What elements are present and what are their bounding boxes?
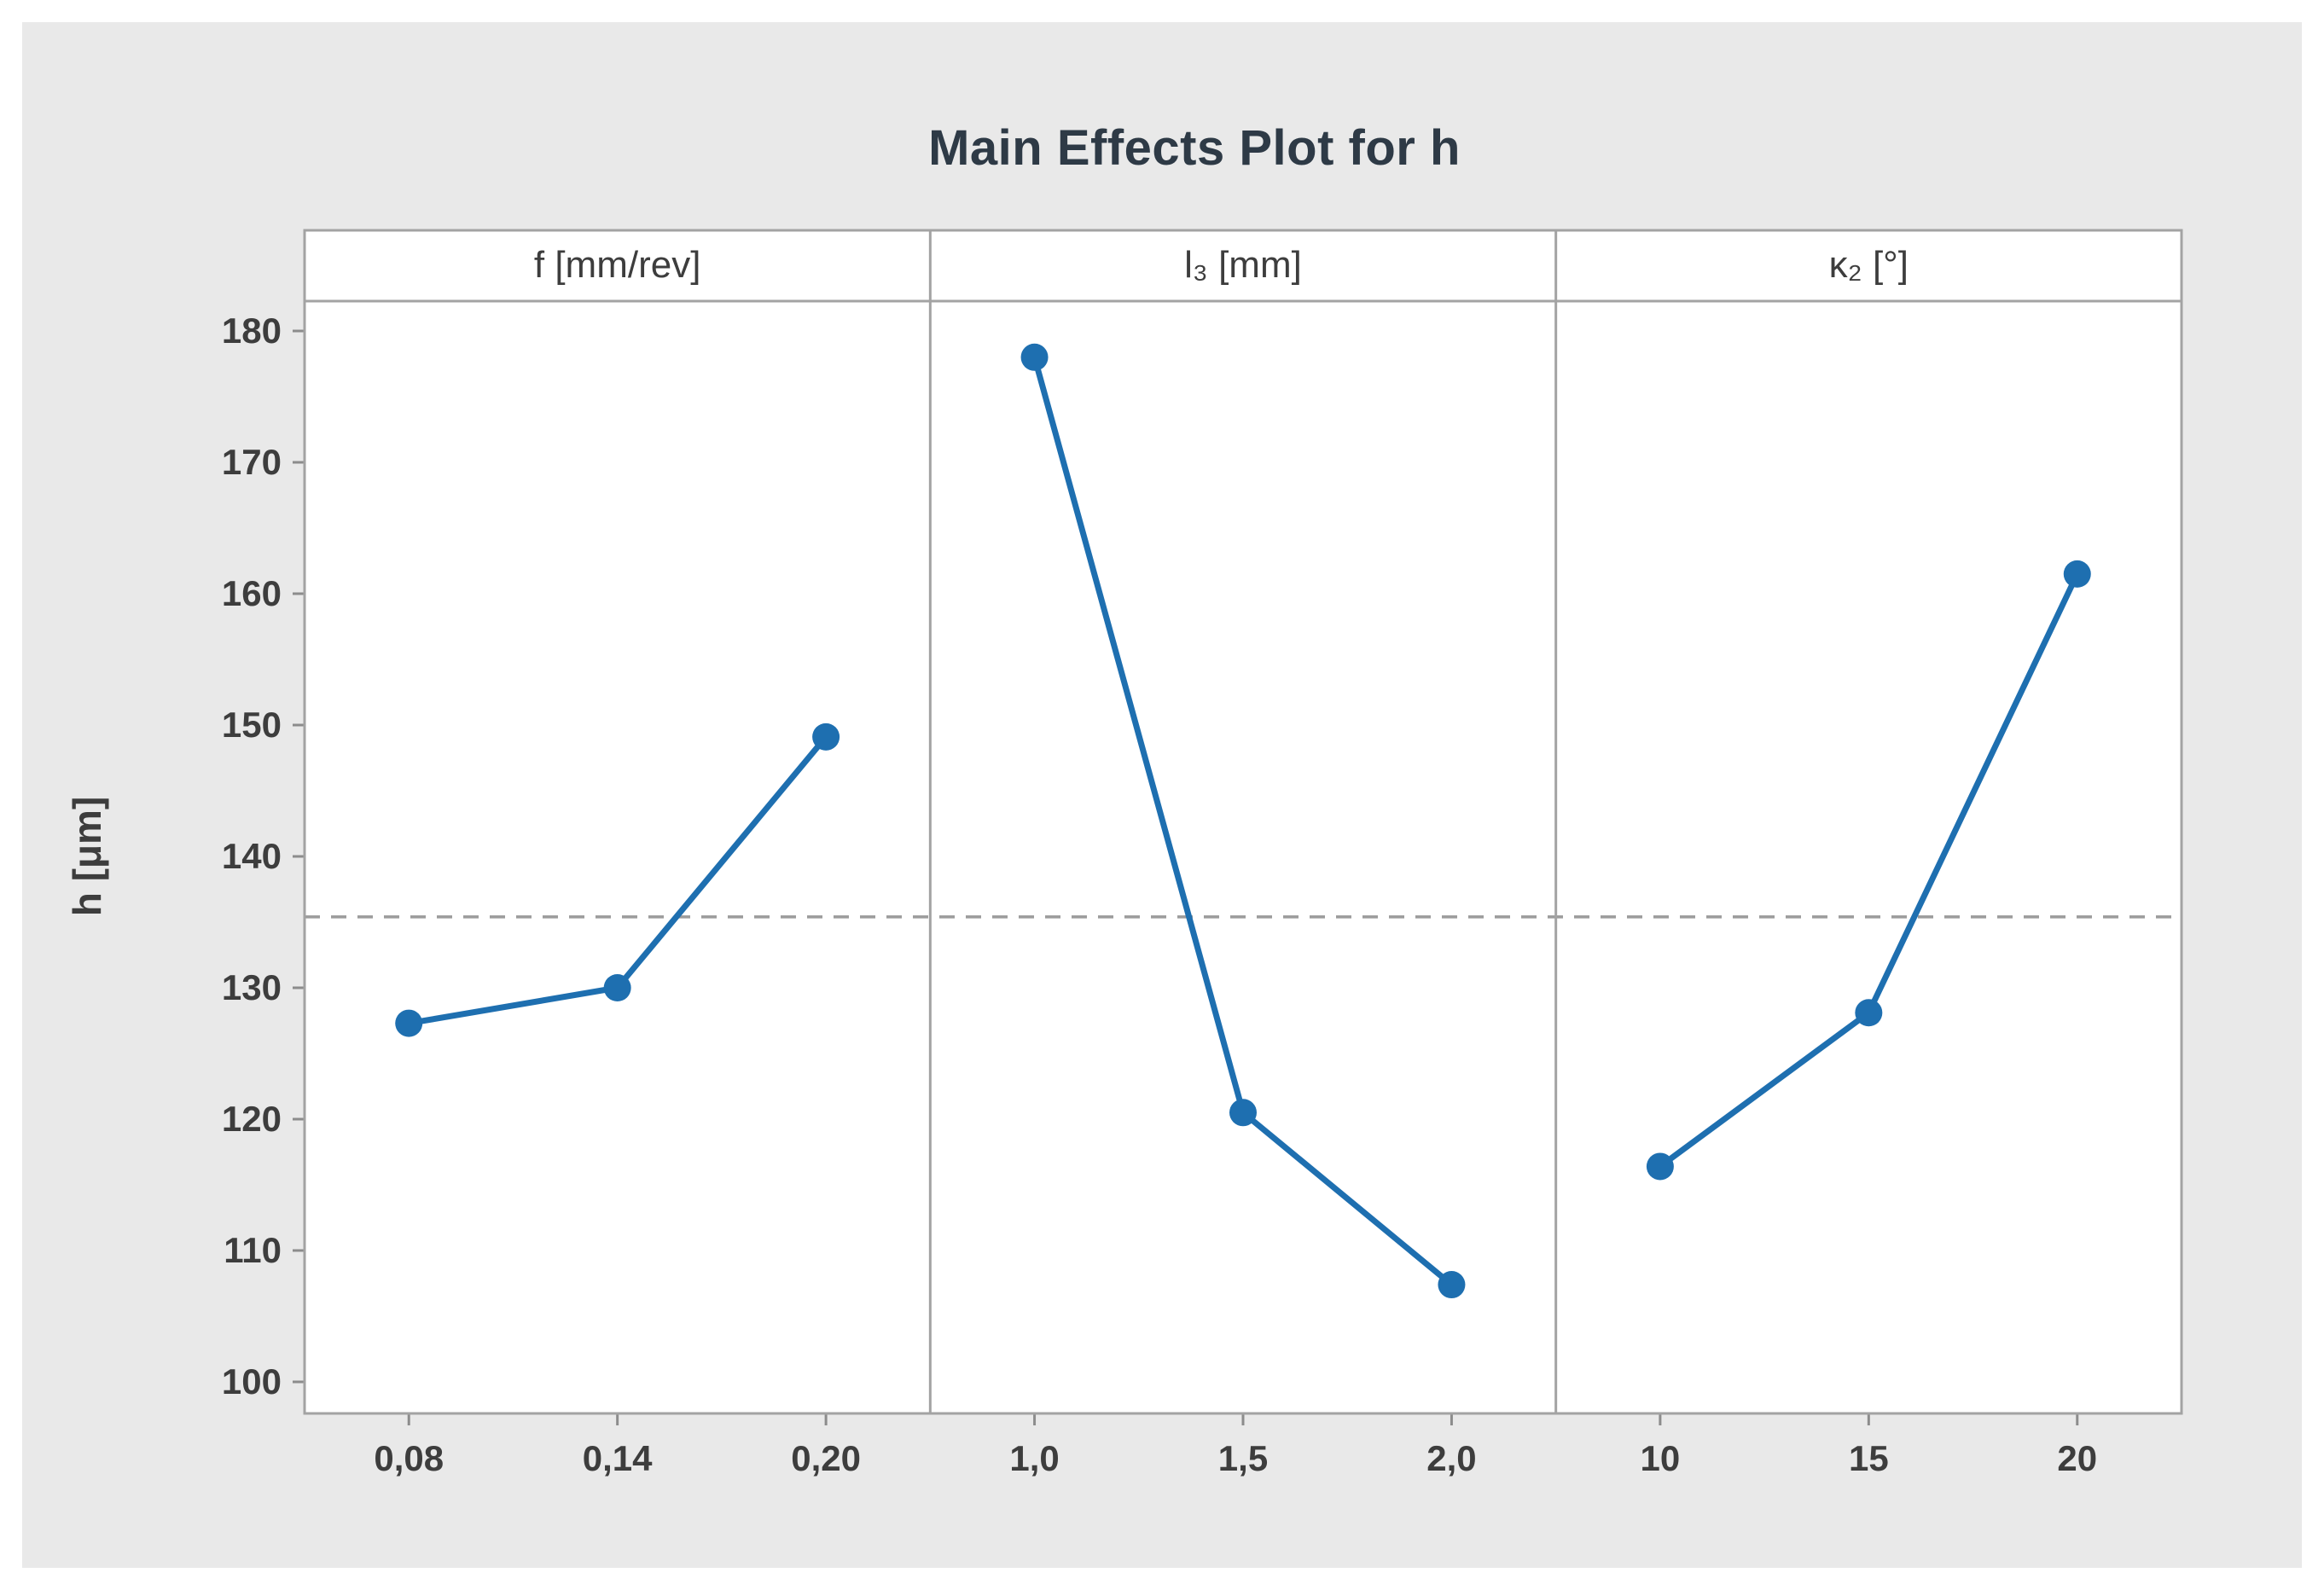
x-tick-label: 0,14 (582, 1438, 653, 1478)
x-tick-label: 2,0 (1426, 1438, 1477, 1478)
data-point-marker (1020, 343, 1049, 371)
y-tick-label: 170 (221, 442, 282, 482)
y-tick-label: 140 (221, 836, 282, 876)
x-tick-label: 10 (1640, 1438, 1681, 1478)
data-point-marker (1438, 1271, 1466, 1299)
x-tick-label: 0,20 (791, 1438, 861, 1478)
panel-header-label: κ₂ [°] (1828, 244, 1909, 286)
data-point-marker (603, 974, 631, 1001)
data-point-marker (1646, 1152, 1674, 1181)
y-axis-title: h [μm] (65, 796, 109, 917)
chart-title: Main Effects Plot for h (928, 120, 1461, 176)
x-tick-label: 1,0 (1009, 1438, 1060, 1478)
data-point-marker (2063, 560, 2091, 588)
y-tick-label: 180 (221, 310, 282, 351)
data-point-marker (395, 1009, 423, 1037)
x-tick-label: 0,08 (374, 1438, 444, 1478)
data-point-marker (812, 722, 840, 751)
y-tick-label: 130 (221, 967, 282, 1007)
x-tick-label: 20 (2057, 1438, 2098, 1478)
x-tick-label: 15 (1848, 1438, 1889, 1478)
y-tick-label: 150 (221, 705, 282, 745)
y-tick-label: 160 (221, 573, 282, 613)
y-tick-label: 110 (224, 1230, 282, 1270)
data-point-marker (1229, 1099, 1257, 1127)
y-tick-label: 100 (221, 1361, 282, 1401)
plot-area-border (303, 299, 2183, 1415)
data-point-marker (1855, 999, 1883, 1027)
y-tick-label: 120 (221, 1099, 282, 1139)
panel-header-label: f [mm/rev] (533, 244, 701, 286)
plot-background (305, 230, 2182, 1413)
panel-header-label: l₃ [mm] (1184, 244, 1302, 286)
x-tick-label: 1,5 (1217, 1438, 1269, 1478)
